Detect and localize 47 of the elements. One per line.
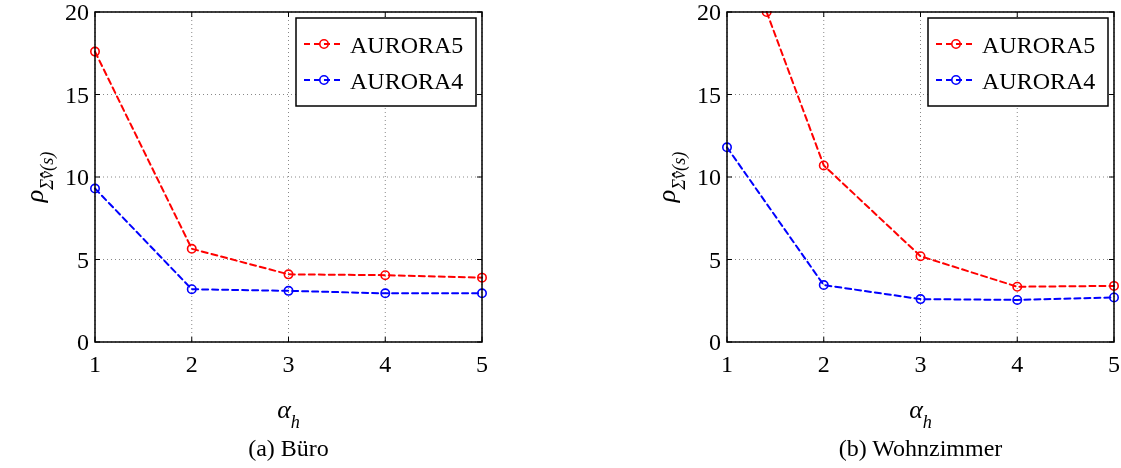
point	[380, 270, 391, 281]
point	[818, 280, 829, 291]
y-tick-label: 20	[65, 0, 89, 25]
x-tick-label: 2	[185, 351, 198, 377]
y-tick-label: 10	[697, 164, 721, 190]
point	[1109, 292, 1119, 303]
x-tick-label: 3	[914, 351, 927, 377]
legend-label: AURORA5	[982, 32, 1096, 58]
point	[722, 142, 732, 153]
point	[90, 46, 100, 57]
y-tick-label: 15	[697, 81, 721, 108]
legend-label: AURORA5	[350, 32, 464, 58]
point	[186, 243, 197, 254]
point	[380, 288, 391, 299]
text: (b) Wohnzimmer	[838, 435, 1003, 461]
point	[1012, 294, 1023, 305]
point	[186, 284, 197, 295]
y-tick-label: 15	[65, 81, 89, 108]
point	[283, 285, 294, 296]
x-tick-label: 5	[476, 351, 488, 377]
x-tick-label: 2	[817, 351, 830, 377]
x-axis-title: α$_{h}$	[277, 395, 300, 432]
legend-label: AURORA4	[350, 68, 464, 94]
point	[915, 251, 926, 262]
text: (a) Büro	[248, 435, 329, 461]
point	[1012, 281, 1023, 292]
x-axis-title: α$_{h}$	[909, 395, 932, 432]
point	[915, 294, 926, 305]
y-tick-label: 10	[65, 164, 89, 190]
point	[818, 160, 829, 171]
x-tick-label: 1	[89, 351, 101, 377]
point	[90, 183, 100, 194]
point	[1109, 280, 1119, 291]
point	[477, 272, 487, 283]
point	[283, 269, 294, 280]
x-tick-label: 3	[282, 351, 295, 377]
point	[477, 288, 487, 299]
legend-label: AURORA4	[982, 68, 1096, 94]
x-tick-label: 4	[379, 351, 392, 377]
x-tick-label: 1	[721, 351, 733, 377]
x-tick-label: 4	[1011, 351, 1024, 377]
y-tick-label: 5	[709, 246, 721, 273]
y-tick-label: 0	[709, 329, 721, 355]
y-tick-label: 5	[77, 246, 89, 273]
y-tick-label: 20	[697, 0, 721, 25]
y-tick-label: 0	[77, 329, 89, 355]
x-tick-label: 5	[1108, 351, 1120, 377]
